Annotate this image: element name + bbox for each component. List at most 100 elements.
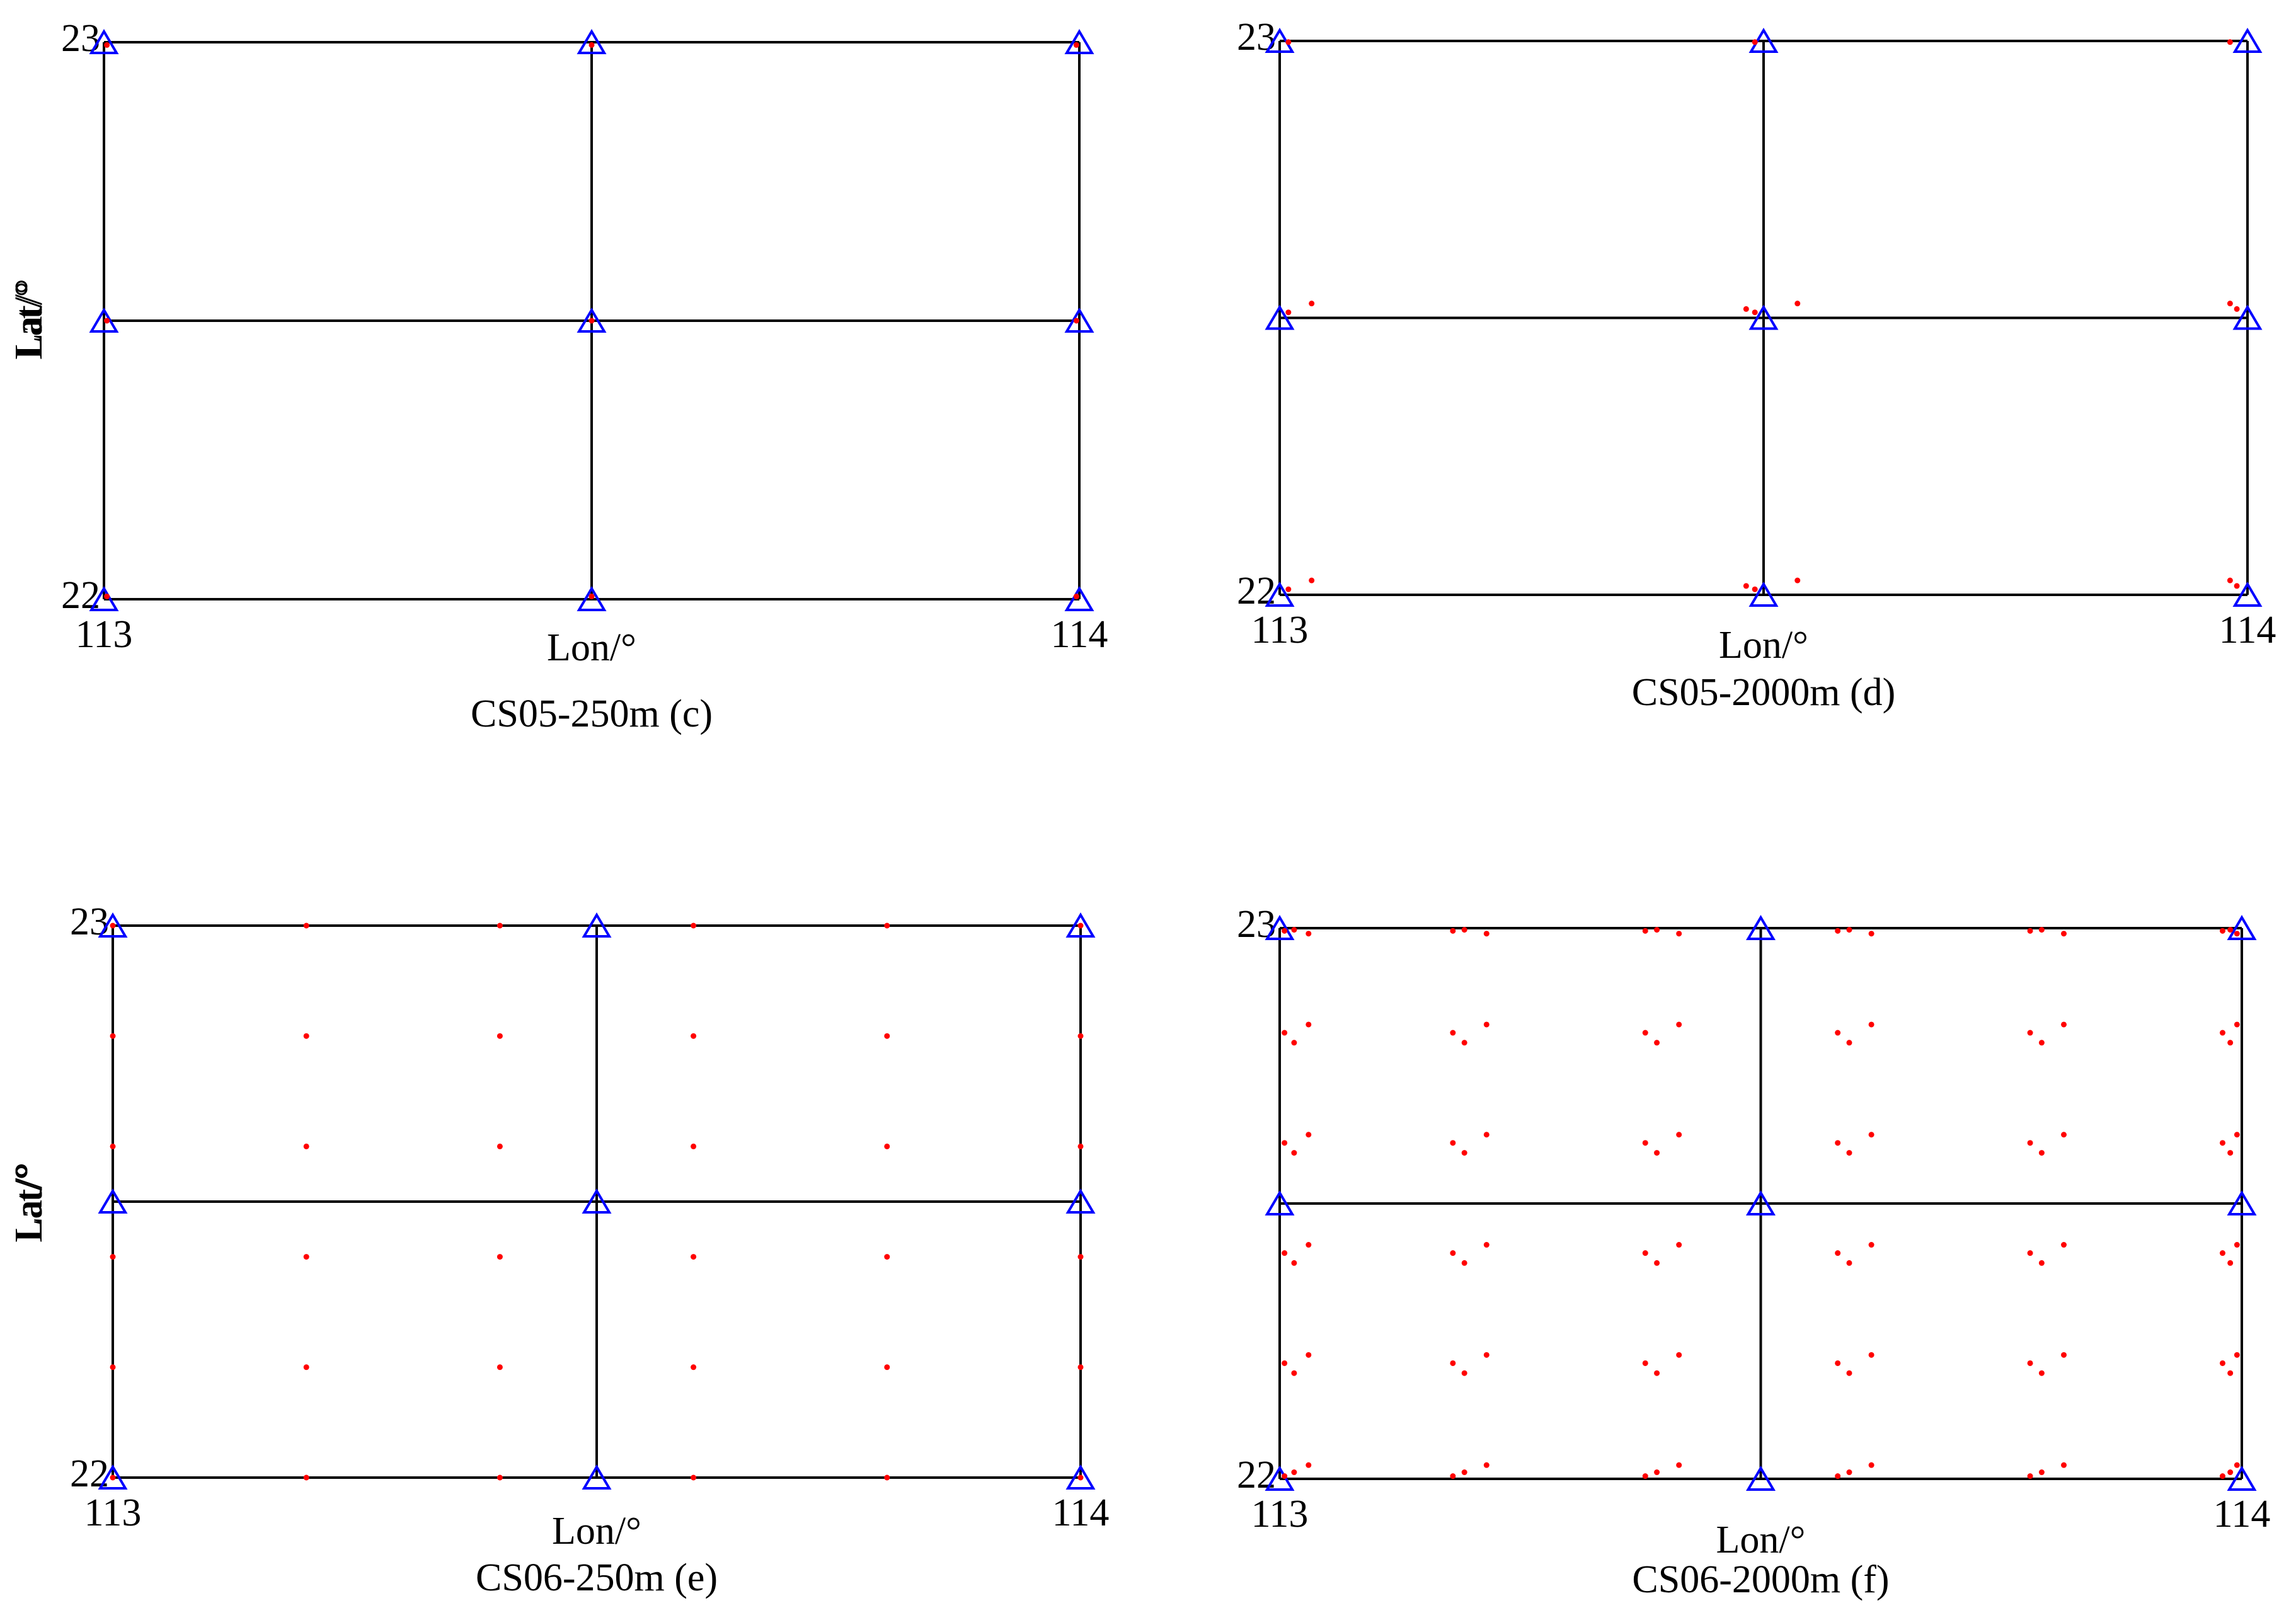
red-point bbox=[1483, 1021, 1490, 1028]
red-point bbox=[1483, 1242, 1490, 1248]
red-point bbox=[691, 1033, 697, 1039]
red-point bbox=[1835, 1473, 1841, 1479]
red-point bbox=[497, 1254, 503, 1260]
station-marker bbox=[1748, 304, 1779, 330]
red-point bbox=[303, 1033, 309, 1039]
red-point bbox=[1077, 1143, 1084, 1149]
red-point bbox=[1461, 1150, 1467, 1156]
red-point bbox=[1483, 1132, 1490, 1138]
red-point bbox=[1077, 1254, 1084, 1260]
red-point bbox=[1676, 1132, 1682, 1138]
red-point bbox=[1642, 1473, 1648, 1479]
station-marker bbox=[1265, 1466, 1295, 1491]
chart-title: CS06-250m (e) bbox=[476, 1556, 718, 1599]
x-tick-label: 113 bbox=[76, 613, 133, 656]
red-point bbox=[2027, 1473, 2033, 1479]
station-marker bbox=[1065, 1464, 1096, 1490]
red-point bbox=[1752, 309, 1758, 316]
chart-title: CS05-2000m (d) bbox=[1632, 671, 1896, 714]
red-point bbox=[2027, 1140, 2033, 1146]
red-point bbox=[104, 42, 110, 48]
red-point bbox=[1282, 1250, 1288, 1256]
red-point bbox=[2027, 1030, 2033, 1036]
x-axis-label: Lon/° bbox=[552, 1510, 641, 1553]
red-point bbox=[2234, 1242, 2240, 1248]
station-marker bbox=[1746, 1466, 1776, 1491]
red-point bbox=[1676, 931, 1682, 937]
red-point bbox=[1285, 39, 1292, 45]
red-point bbox=[1794, 577, 1801, 583]
red-point bbox=[884, 1254, 890, 1260]
red-point bbox=[884, 1474, 890, 1481]
red-point bbox=[2027, 928, 2033, 934]
red-point bbox=[1450, 928, 1456, 934]
x-tick-label: 113 bbox=[1251, 609, 1309, 652]
red-point bbox=[1642, 1140, 1648, 1146]
station-marker bbox=[98, 1464, 128, 1490]
red-point bbox=[1835, 1030, 1841, 1036]
red-point bbox=[2061, 1132, 2067, 1138]
red-point bbox=[1846, 927, 1852, 933]
red-point bbox=[1291, 927, 1297, 933]
station-marker bbox=[1064, 307, 1094, 333]
station-marker bbox=[1265, 582, 1295, 607]
station-marker bbox=[577, 29, 607, 54]
red-point bbox=[1868, 1242, 1874, 1248]
red-point bbox=[1306, 1242, 1312, 1248]
red-point bbox=[110, 1143, 116, 1149]
station-marker bbox=[1265, 304, 1295, 330]
red-point bbox=[1483, 931, 1490, 937]
red-point bbox=[1306, 1352, 1312, 1358]
y-axis-label: Lat/° bbox=[8, 1164, 50, 1243]
station-marker bbox=[2232, 582, 2263, 607]
station-marker bbox=[582, 912, 612, 938]
station-marker bbox=[1746, 1190, 1776, 1215]
red-point bbox=[2227, 1469, 2234, 1476]
red-point bbox=[2219, 928, 2225, 934]
red-point bbox=[2219, 1360, 2225, 1366]
red-point bbox=[1868, 1352, 1874, 1358]
red-point bbox=[303, 1254, 309, 1260]
red-point bbox=[1282, 1030, 1288, 1036]
red-point bbox=[1077, 922, 1084, 929]
red-point bbox=[1077, 1474, 1084, 1481]
red-point bbox=[1461, 1260, 1467, 1266]
red-point bbox=[2227, 1150, 2234, 1156]
red-point bbox=[104, 318, 110, 324]
red-point bbox=[2227, 927, 2234, 933]
station-marker bbox=[582, 1188, 612, 1214]
red-point bbox=[588, 42, 595, 48]
red-point bbox=[1676, 1352, 1682, 1358]
red-point bbox=[2027, 1250, 2033, 1256]
red-point bbox=[1483, 1352, 1490, 1358]
x-tick-label: 114 bbox=[2219, 609, 2276, 652]
red-point bbox=[1835, 1360, 1841, 1366]
station-marker bbox=[1748, 582, 1779, 607]
red-point bbox=[2227, 301, 2233, 307]
red-point bbox=[2038, 1469, 2045, 1476]
red-point bbox=[1642, 1250, 1648, 1256]
station-marker bbox=[1065, 1188, 1096, 1214]
red-point bbox=[1450, 1250, 1456, 1256]
red-point bbox=[1794, 301, 1801, 307]
station-marker bbox=[2227, 1466, 2257, 1491]
red-point bbox=[1846, 1469, 1852, 1476]
red-point bbox=[884, 1033, 890, 1039]
red-point bbox=[2061, 1021, 2067, 1028]
red-point bbox=[1450, 1140, 1456, 1146]
red-point bbox=[1868, 1021, 1874, 1028]
red-point bbox=[691, 1474, 697, 1481]
red-point bbox=[1676, 1242, 1682, 1248]
red-point bbox=[2234, 1462, 2240, 1468]
station-marker bbox=[89, 29, 119, 54]
x-tick-label: 113 bbox=[84, 1491, 142, 1534]
red-point bbox=[1285, 309, 1292, 316]
red-point bbox=[2227, 1040, 2234, 1046]
x-axis-label: Lon/° bbox=[547, 626, 636, 669]
station-marker bbox=[2232, 304, 2263, 330]
red-point bbox=[1654, 927, 1660, 933]
red-point bbox=[1642, 928, 1648, 934]
red-point bbox=[2234, 1021, 2240, 1028]
